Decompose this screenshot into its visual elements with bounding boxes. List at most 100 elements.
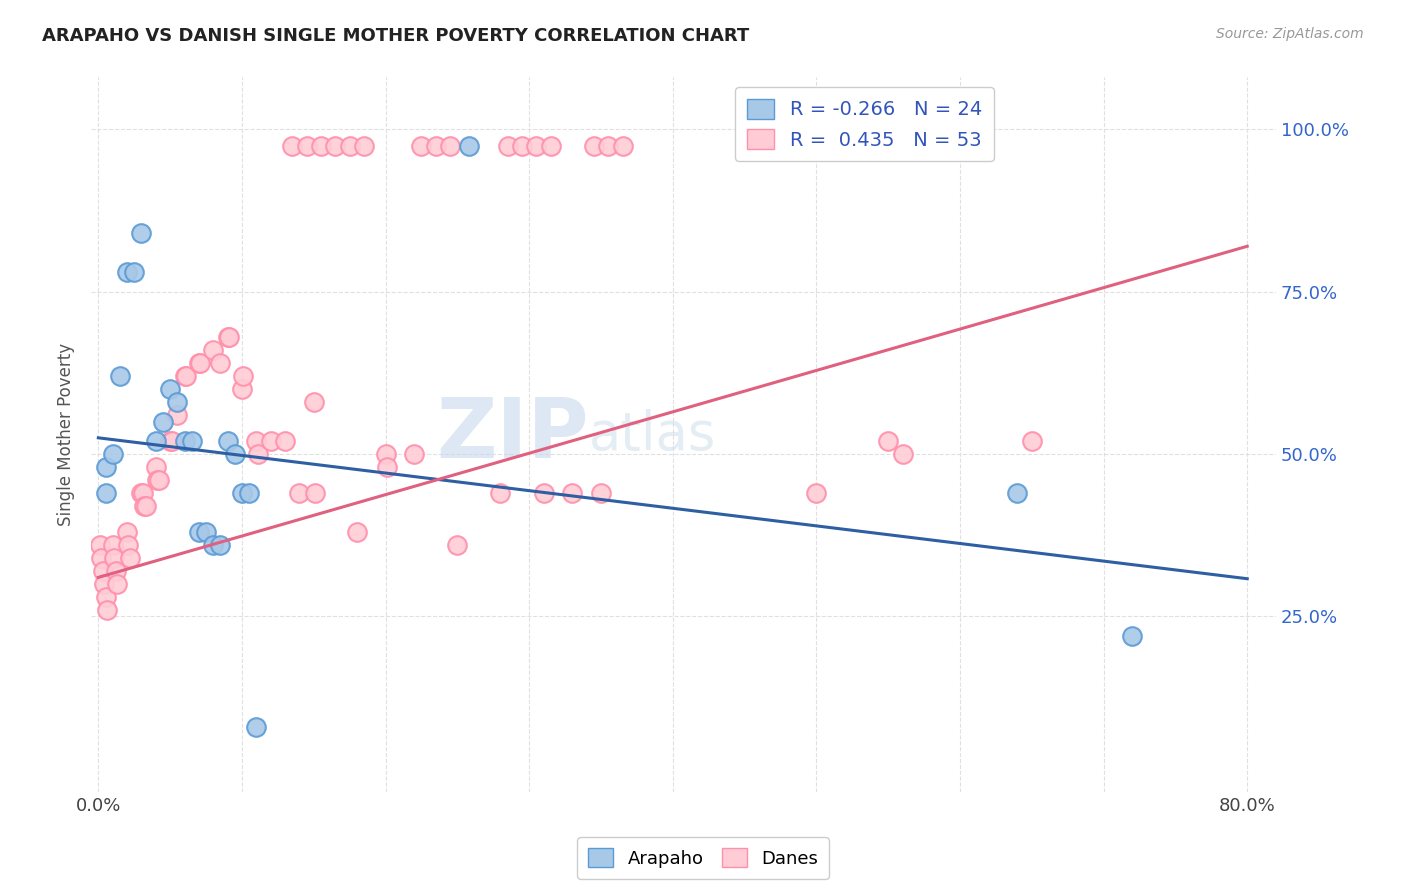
Point [489,486,512,500]
Point [231,486,253,500]
Point [891,447,914,461]
Point [411,138,433,153]
Point [173,369,195,384]
Point [309,138,332,153]
Point [446,538,468,552]
Point [108,369,131,384]
Point [209,538,232,552]
Text: ZIP: ZIP [436,394,589,475]
Point [353,138,375,153]
Point [135,499,157,513]
Point [540,138,562,153]
Point [89,538,111,552]
Point [187,524,209,539]
Point [146,473,169,487]
Point [195,524,218,539]
Point [232,369,254,384]
Point [457,138,479,153]
Point [103,550,125,565]
Y-axis label: Single Mother Poverty: Single Mother Poverty [58,343,75,526]
Point [404,447,426,461]
Point [160,434,183,448]
Point [238,486,260,500]
Point [375,460,398,475]
Point [202,538,225,552]
Point [117,538,139,552]
Point [132,486,155,500]
Point [94,460,117,475]
Point [101,538,124,552]
Point [115,524,138,539]
Point [94,590,117,604]
Point [94,486,117,500]
Point [582,138,605,153]
Point [166,408,188,422]
Point [439,138,461,153]
Point [231,382,253,396]
Point [93,577,115,591]
Point [159,382,181,396]
Point [131,227,153,241]
Point [260,434,283,448]
Point [105,577,128,591]
Point [122,265,145,279]
Point [598,138,620,153]
Point [339,138,361,153]
Point [374,447,396,461]
Point [1121,629,1143,643]
Point [806,486,828,500]
Point [152,415,174,429]
Point [188,356,211,370]
Point [612,138,634,153]
Point [90,550,112,565]
Point [533,486,555,500]
Point [224,447,246,461]
Point [217,434,239,448]
Text: Source: ZipAtlas.com: Source: ZipAtlas.com [1216,27,1364,41]
Point [104,564,127,578]
Point [1007,486,1029,500]
Point [218,330,240,344]
Point [134,499,156,513]
Point [877,434,900,448]
Point [217,330,239,344]
Point [91,564,114,578]
Text: ARAPAHO VS DANISH SINGLE MOTHER POVERTY CORRELATION CHART: ARAPAHO VS DANISH SINGLE MOTHER POVERTY … [42,27,749,45]
Point [246,447,269,461]
Point [346,524,368,539]
Point [202,343,225,358]
Point [274,434,297,448]
Point [589,486,612,500]
Point [131,486,153,500]
Point [101,447,124,461]
Legend: R = -0.266   N = 24, R =  0.435   N = 53: R = -0.266 N = 24, R = 0.435 N = 53 [735,87,994,161]
Point [96,603,118,617]
Point [166,395,188,409]
Point [173,434,195,448]
Point [174,369,197,384]
Point [323,138,346,153]
Point [159,434,181,448]
Point [288,486,311,500]
Point [145,460,167,475]
Text: atlas: atlas [589,409,716,460]
Point [148,473,170,487]
Point [115,265,138,279]
Point [118,550,141,565]
Point [304,486,326,500]
Point [281,138,304,153]
Point [496,138,519,153]
Point [187,356,209,370]
Point [295,138,318,153]
Point [209,356,232,370]
Point [524,138,547,153]
Point [425,138,447,153]
Point [1021,434,1043,448]
Point [245,720,267,734]
Point [302,395,325,409]
Point [561,486,583,500]
Point [510,138,533,153]
Point [145,434,167,448]
Point [180,434,202,448]
Legend: Arapaho, Danes: Arapaho, Danes [576,838,830,879]
